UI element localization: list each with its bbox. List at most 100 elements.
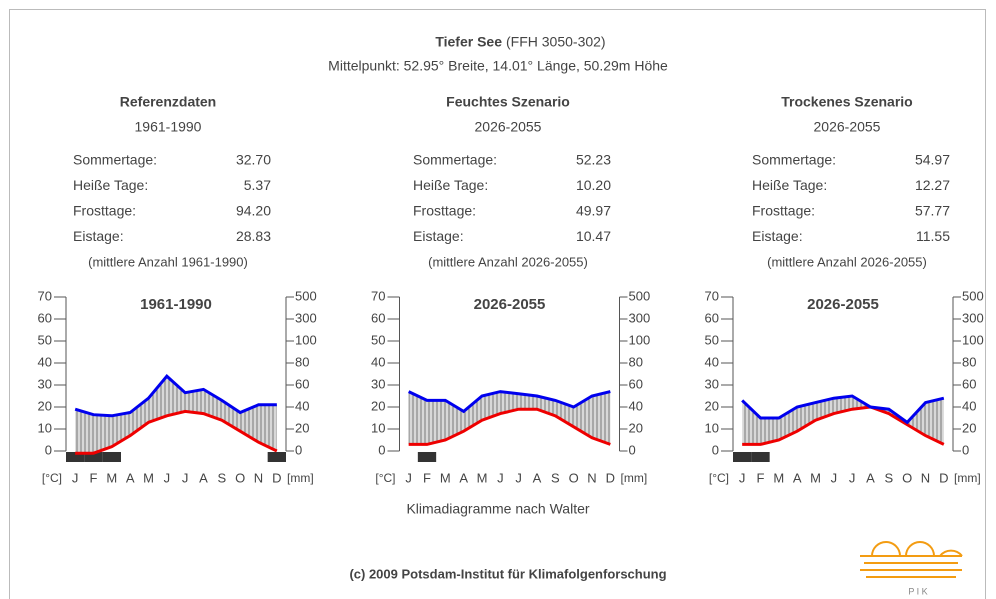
x-tick-label: J — [831, 470, 838, 485]
y2-tick-label: 500 — [962, 288, 984, 303]
y2-tick-label: 80 — [295, 354, 309, 369]
y2-tick-label: 100 — [962, 332, 984, 347]
x-tick-label: M — [440, 470, 451, 485]
precipitation-line — [741, 394, 945, 425]
humid-area — [408, 391, 611, 445]
x-tick-label: N — [254, 470, 263, 485]
stat-value: 5.37 — [244, 177, 271, 193]
y-tick-label: 60 — [705, 310, 719, 325]
x-tick-label: J — [72, 470, 79, 485]
x-tick-label: M — [477, 470, 488, 485]
chart-title: 1961-1990 — [140, 296, 212, 313]
y-tick-label: 20 — [38, 398, 52, 413]
frost-month — [267, 452, 286, 462]
y2-tick-label: 40 — [295, 398, 309, 413]
x-tick-label: F — [90, 470, 98, 485]
stat-label: Sommertage: — [73, 152, 157, 168]
x-tick-label: J — [497, 470, 504, 485]
y-tick-label: 0 — [378, 442, 385, 457]
stat-label: Heiße Tage: — [413, 177, 488, 193]
y2-tick-label: 300 — [962, 310, 984, 325]
temperature-line — [408, 407, 611, 446]
y-tick-label: 50 — [371, 332, 385, 347]
x-tick-label: A — [459, 470, 468, 485]
panel-period: 2026-2055 — [475, 119, 542, 135]
stat-label: Heiße Tage: — [752, 177, 827, 193]
y-tick-label: 20 — [705, 398, 719, 413]
y2-tick-label: 0 — [629, 442, 636, 457]
stat-label: Eistage: — [413, 228, 464, 244]
humid-area — [742, 396, 944, 445]
x-tick-label: J — [182, 470, 189, 485]
precipitation-line — [74, 374, 277, 418]
chart-title: 2026-2055 — [474, 296, 546, 313]
panel-period: 1961-1990 — [135, 119, 202, 135]
panel-heading: Referenzdaten — [120, 94, 216, 110]
x-tick-label: O — [902, 470, 912, 485]
x-tick-label: A — [199, 470, 208, 485]
x-tick-label: D — [606, 470, 615, 485]
y-tick-label: 10 — [38, 420, 52, 435]
y2-tick-label: 80 — [629, 354, 643, 369]
stat-value: 11.55 — [916, 228, 950, 244]
logo-text: P I K — [908, 586, 927, 596]
humid-area — [75, 376, 277, 454]
y2-axis-label: [mm] — [621, 471, 648, 485]
stat-value: 52.23 — [576, 152, 611, 168]
x-tick-label: J — [164, 470, 171, 485]
panel-heading: Trockenes Szenario — [781, 94, 913, 110]
y2-tick-label: 20 — [295, 420, 309, 435]
temperature-line — [742, 405, 945, 446]
stat-value: 94.20 — [236, 203, 271, 219]
y-tick-label: 0 — [45, 442, 52, 457]
y2-tick-label: 500 — [629, 288, 651, 303]
caption: Klimadiagramme nach Walter — [406, 501, 589, 517]
x-tick-label: A — [793, 470, 802, 485]
x-tick-label: S — [551, 470, 560, 485]
x-tick-label: O — [569, 470, 579, 485]
y2-tick-label: 60 — [295, 376, 309, 391]
stat-label: Frosttage: — [413, 203, 476, 219]
y-tick-label: 40 — [38, 354, 52, 369]
x-tick-label: N — [587, 470, 596, 485]
station-name: Tiefer See — [435, 34, 502, 50]
x-tick-label: N — [921, 470, 930, 485]
y2-tick-label: 20 — [629, 420, 643, 435]
y2-tick-label: 20 — [962, 420, 976, 435]
x-axis-label: [°C] — [42, 471, 62, 485]
x-tick-label: M — [106, 470, 117, 485]
frame — [9, 9, 986, 599]
frost-month — [102, 452, 121, 462]
y-tick-label: 60 — [371, 310, 385, 325]
station-code: (FFH 3050-302) — [506, 34, 606, 50]
precipitation-line — [408, 390, 611, 414]
y-tick-label: 0 — [712, 442, 719, 457]
y-tick-label: 40 — [371, 354, 385, 369]
stat-value: 10.47 — [576, 228, 611, 244]
x-tick-label: J — [405, 470, 412, 485]
stat-label: Eistage: — [73, 228, 124, 244]
y2-tick-label: 60 — [962, 376, 976, 391]
y2-tick-label: 500 — [295, 288, 317, 303]
y2-tick-label: 80 — [962, 354, 976, 369]
x-axis-label: [°C] — [709, 471, 729, 485]
x-tick-label: S — [217, 470, 226, 485]
y2-tick-label: 0 — [962, 442, 969, 457]
y-tick-label: 40 — [705, 354, 719, 369]
x-axis-label: [°C] — [375, 471, 395, 485]
x-tick-label: S — [884, 470, 893, 485]
y-tick-label: 70 — [371, 288, 385, 303]
stat-note: (mittlere Anzahl 2026-2055) — [428, 254, 588, 269]
stat-label: Frosttage: — [73, 203, 136, 219]
stat-label: Heiße Tage: — [73, 177, 148, 193]
x-tick-label: F — [423, 470, 431, 485]
stat-note: (mittlere Anzahl 2026-2055) — [767, 254, 927, 269]
y-tick-label: 50 — [38, 332, 52, 347]
x-tick-label: A — [533, 470, 542, 485]
x-tick-label: M — [773, 470, 784, 485]
y-tick-label: 70 — [705, 288, 719, 303]
frost-month — [417, 452, 437, 462]
panel-heading: Feuchtes Szenario — [446, 94, 570, 110]
stat-label: Eistage: — [752, 228, 803, 244]
y-tick-label: 20 — [371, 398, 385, 413]
